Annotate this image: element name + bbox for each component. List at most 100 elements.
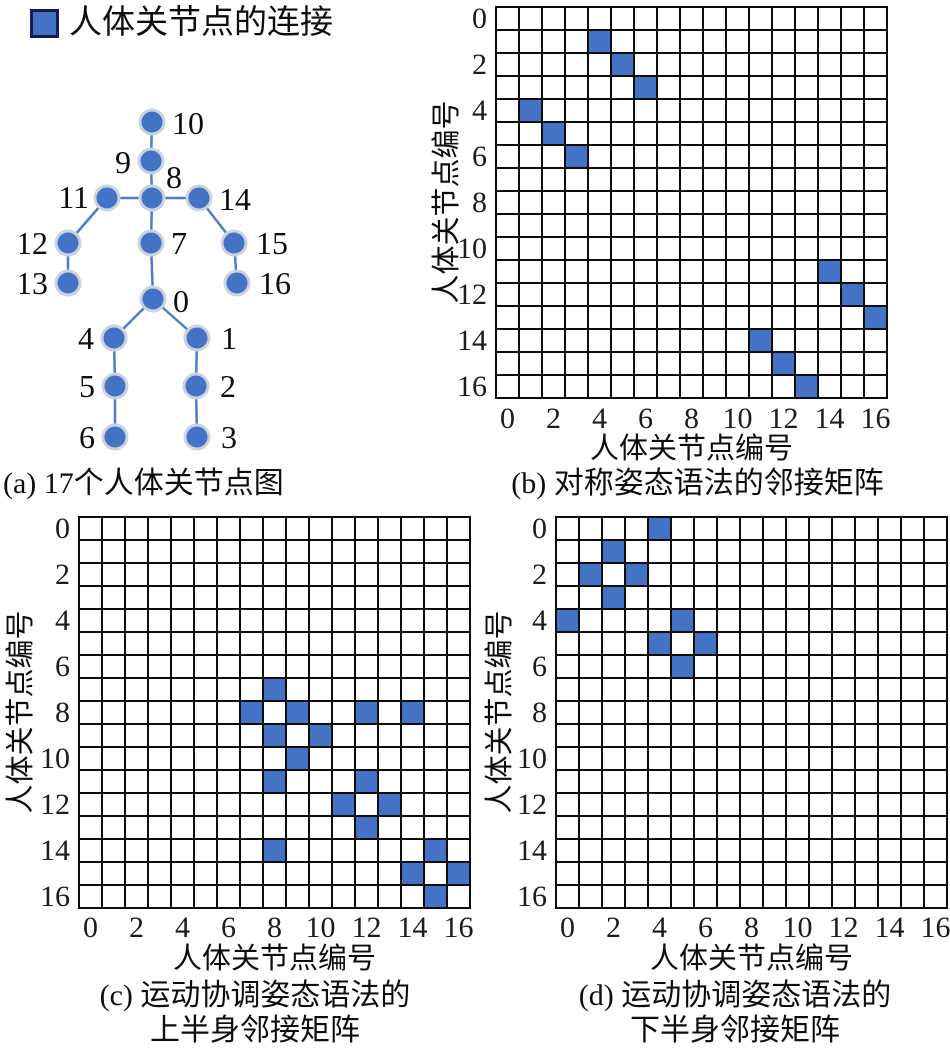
matrix-cell-9-13 (379, 725, 402, 748)
matrix-cell-15-7 (658, 353, 681, 376)
matrix-cell-13-5 (612, 307, 635, 330)
matrix-cell-10-3 (149, 748, 172, 771)
matrix-cell-16-13 (856, 886, 879, 909)
matrix-cell-10-12 (356, 748, 379, 771)
matrix-cell-10-0 (557, 748, 580, 771)
matrix-cell-0-14 (402, 518, 425, 541)
matrix-cell-10-1 (580, 748, 603, 771)
matrix-cell-4-3 (566, 100, 589, 123)
matrix-cell-5-9 (287, 633, 310, 656)
matrix-cell-15-4 (172, 863, 195, 886)
matrix-cell-8-15 (425, 702, 448, 725)
joint-node-9 (137, 147, 165, 175)
matrix-cell-14-7 (241, 840, 264, 863)
matrix-cell-8-12 (356, 702, 379, 725)
matrix-cell-9-5 (672, 725, 695, 748)
matrix-cell-12-2 (543, 284, 566, 307)
matrix-cell-5-5 (195, 633, 218, 656)
matrix-cell-11-16 (448, 771, 471, 794)
matrix-cell-2-10 (727, 54, 750, 77)
matrix-cell-16-15 (902, 886, 925, 909)
matrix-cell-15-8 (741, 863, 764, 886)
matrix-cell-1-9 (704, 31, 727, 54)
matrix-cell-12-5 (612, 284, 635, 307)
matrix-cell-14-2 (126, 840, 149, 863)
matrix-cell-13-8 (681, 307, 704, 330)
matrix-cell-16-4 (649, 886, 672, 909)
y-tick-label: 2 (532, 557, 547, 591)
matrix-cell-14-8 (741, 840, 764, 863)
matrix-cell-2-14 (879, 564, 902, 587)
matrix-cell-7-1 (103, 679, 126, 702)
matrix-cell-14-5 (672, 840, 695, 863)
matrix-cell-16-12 (833, 886, 856, 909)
matrix-cell-4-9 (287, 610, 310, 633)
matrix-cell-10-16 (448, 748, 471, 771)
matrix-cell-1-0 (557, 541, 580, 564)
matrix-cell-3-15 (902, 587, 925, 610)
matrix-cell-12-3 (149, 794, 172, 817)
matrix-cell-11-13 (379, 771, 402, 794)
matrix-cell-14-4 (172, 840, 195, 863)
matrix-cell-13-9 (764, 817, 787, 840)
matrix-cell-15-9 (704, 353, 727, 376)
matrix-cell-13-2 (126, 817, 149, 840)
matrix-cell-7-9 (704, 169, 727, 192)
matrix-cell-11-1 (580, 771, 603, 794)
matrix-cell-12-6 (635, 284, 658, 307)
matrix-cell-1-10 (787, 541, 810, 564)
matrix-cell-9-16 (925, 725, 948, 748)
matrix-cell-16-5 (612, 376, 635, 399)
matrix-cell-5-11 (333, 633, 356, 656)
matrix-cell-7-12 (773, 169, 796, 192)
matrix-cell-5-7 (718, 633, 741, 656)
matrix-cell-6-7 (718, 656, 741, 679)
matrix-cell-14-13 (379, 840, 402, 863)
joint-label-15: 15 (256, 225, 288, 261)
matrix-cell-4-2 (543, 100, 566, 123)
matrix-cell-1-9 (287, 541, 310, 564)
y-tick-label: 16 (40, 879, 70, 913)
y-tick-label: 0 (532, 511, 547, 545)
y-tick-label: 6 (532, 649, 547, 683)
matrix-cell-16-1 (580, 886, 603, 909)
x-tick-label: 0 (83, 911, 98, 944)
matrix-cell-16-13 (379, 886, 402, 909)
matrix-cell-11-8 (264, 771, 287, 794)
matrix-cell-14-0 (497, 330, 520, 353)
matrix-cell-3-15 (425, 587, 448, 610)
matrix-cell-8-2 (126, 702, 149, 725)
matrix-cell-1-7 (241, 541, 264, 564)
joint-label-4: 4 (78, 320, 94, 356)
matrix-cell-5-5 (672, 633, 695, 656)
matrix-cell-5-13 (796, 123, 819, 146)
matrix-cell-14-13 (796, 330, 819, 353)
matrix-cell-10-1 (103, 748, 126, 771)
matrix-cell-0-3 (626, 518, 649, 541)
matrix-cell-16-8 (264, 886, 287, 909)
matrix-cell-16-2 (126, 886, 149, 909)
matrix-cell-7-9 (287, 679, 310, 702)
caption-b: (b) 对称姿态语法的邻接矩阵 (511, 467, 884, 500)
matrix-cell-12-10 (787, 794, 810, 817)
x-tick-label: 14 (874, 911, 905, 944)
matrix-cell-1-0 (497, 31, 520, 54)
matrix-cell-7-14 (879, 679, 902, 702)
matrix-cell-9-9 (704, 215, 727, 238)
matrix-cell-15-2 (603, 863, 626, 886)
matrix-cell-11-11 (333, 771, 356, 794)
matrix-cell-7-16 (448, 679, 471, 702)
matrix-cell-14-16 (925, 840, 948, 863)
matrix-cell-5-16 (865, 123, 888, 146)
matrix-cell-9-15 (842, 215, 865, 238)
matrix-cell-14-9 (287, 840, 310, 863)
joint-label-3: 3 (221, 419, 237, 455)
matrix-cell-9-0 (80, 725, 103, 748)
matrix-cell-11-4 (649, 771, 672, 794)
x-tick-label: 16 (443, 911, 474, 944)
matrix-cell-9-3 (149, 725, 172, 748)
matrix-cell-5-7 (658, 123, 681, 146)
matrix-cell-4-10 (727, 100, 750, 123)
matrix-cell-6-13 (796, 146, 819, 169)
